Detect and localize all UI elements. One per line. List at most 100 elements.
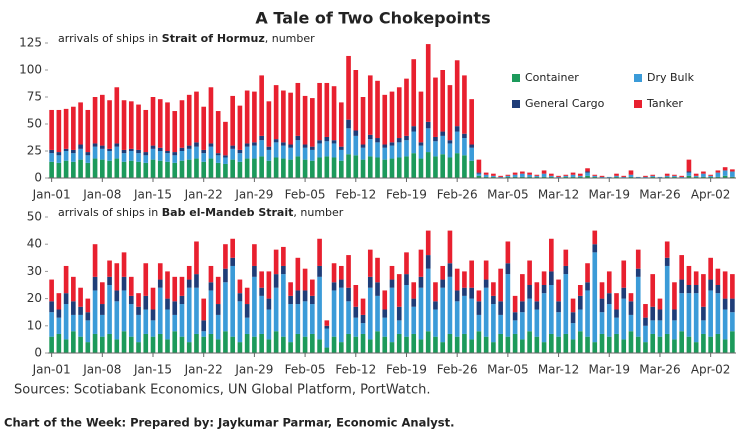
bar-segment — [563, 174, 569, 176]
bar-segment — [186, 148, 192, 160]
bar-segment — [686, 265, 692, 285]
bar-segment — [498, 314, 503, 334]
bar-segment — [244, 317, 250, 334]
bar-segment — [172, 111, 178, 153]
bar-segment — [628, 176, 634, 178]
bar-segment — [324, 328, 330, 348]
bar-segment — [49, 336, 54, 353]
bar-segment — [520, 339, 525, 353]
bar-segment — [483, 174, 489, 177]
bar-segment — [223, 121, 228, 156]
bar-segment — [418, 287, 424, 340]
bar-segment — [281, 265, 286, 275]
bar-segment — [194, 287, 199, 334]
bar-segment — [389, 158, 395, 178]
bar-segment — [85, 320, 91, 343]
bar-segment — [693, 342, 699, 353]
bar-segment — [201, 331, 207, 337]
bar-segment — [614, 176, 619, 178]
bar-segment — [56, 109, 62, 153]
y-tick-label: 40 — [27, 237, 42, 251]
bar-segment — [353, 285, 359, 307]
bar-segment — [730, 176, 735, 178]
bar-segment — [563, 176, 569, 178]
bar-segment — [585, 172, 590, 176]
bar-segment — [78, 159, 83, 178]
bar-segment — [281, 142, 286, 146]
bar-segment — [295, 156, 301, 178]
bar-segment — [208, 265, 214, 283]
bar-segment — [310, 160, 315, 178]
bar-segment — [136, 161, 141, 178]
bar-segment — [56, 333, 62, 353]
bar-segment — [288, 295, 293, 305]
bar-segment — [722, 175, 728, 178]
bar-segment — [338, 279, 344, 288]
bar-segment — [99, 314, 105, 337]
bar-segment — [730, 331, 735, 353]
bar-segment — [367, 156, 373, 178]
bar-segment — [686, 293, 692, 337]
bar-segment — [252, 244, 257, 266]
bar-segment — [179, 336, 185, 353]
x-tick-label: Feb-05 — [285, 188, 326, 202]
bar-segment — [223, 331, 228, 353]
bar-segment — [433, 336, 438, 353]
bar-segment — [266, 146, 272, 150]
bar-segment — [215, 153, 221, 156]
bar-segment — [244, 143, 250, 147]
bar-segment — [259, 140, 264, 157]
bar-segment — [281, 336, 286, 353]
bar-segment — [701, 333, 706, 353]
bar-segment — [563, 265, 569, 275]
bar-segment — [346, 301, 351, 334]
bar-segment — [541, 170, 547, 174]
bar-segment — [411, 59, 417, 127]
bar-segment — [230, 336, 235, 353]
bar-segment — [288, 159, 293, 178]
bar-segment — [643, 317, 648, 326]
bar-segment — [440, 265, 446, 280]
bar-segment — [128, 151, 134, 161]
bar-segment — [498, 176, 503, 178]
bar-segment — [396, 333, 402, 353]
bar-segment — [722, 309, 728, 340]
bar-segment — [223, 157, 228, 164]
bar-segment — [92, 97, 98, 144]
bar-segment — [49, 301, 54, 313]
bar-segment — [172, 276, 178, 302]
bar-segment — [643, 176, 648, 178]
bar-segment — [672, 176, 677, 178]
bar-segment — [230, 148, 235, 160]
bar-segment — [223, 282, 228, 332]
bar-segment — [143, 333, 149, 353]
bar-segment — [360, 314, 366, 324]
bar-segment — [396, 138, 402, 143]
bar-segment — [143, 263, 149, 296]
bar-segment — [338, 342, 344, 353]
bar-segment — [165, 153, 170, 162]
bar-segment — [288, 342, 293, 353]
chart-subtitle: arrivals of ships in Bab el-Mandeb Strai… — [58, 206, 344, 219]
bar-segment — [128, 276, 134, 296]
bar-segment — [570, 298, 576, 313]
bar-segment — [628, 314, 634, 332]
bar-segment — [686, 171, 692, 173]
bar-segment — [230, 95, 235, 146]
x-tick-label: Apr-02 — [691, 188, 731, 202]
bar-segment — [715, 170, 721, 173]
bar-segment — [722, 170, 728, 176]
bar-segment — [244, 90, 250, 144]
bar-segment — [599, 175, 605, 177]
bar-segment — [49, 161, 54, 178]
bar-segment — [208, 282, 214, 291]
bar-segment — [230, 238, 235, 258]
bar-segment — [657, 298, 663, 310]
bar-segment — [730, 171, 735, 177]
bar-segment — [360, 323, 366, 334]
bar-segment — [585, 175, 590, 178]
bar-segment — [411, 306, 417, 334]
bar-segment — [179, 276, 185, 296]
bar-segment — [375, 257, 380, 283]
